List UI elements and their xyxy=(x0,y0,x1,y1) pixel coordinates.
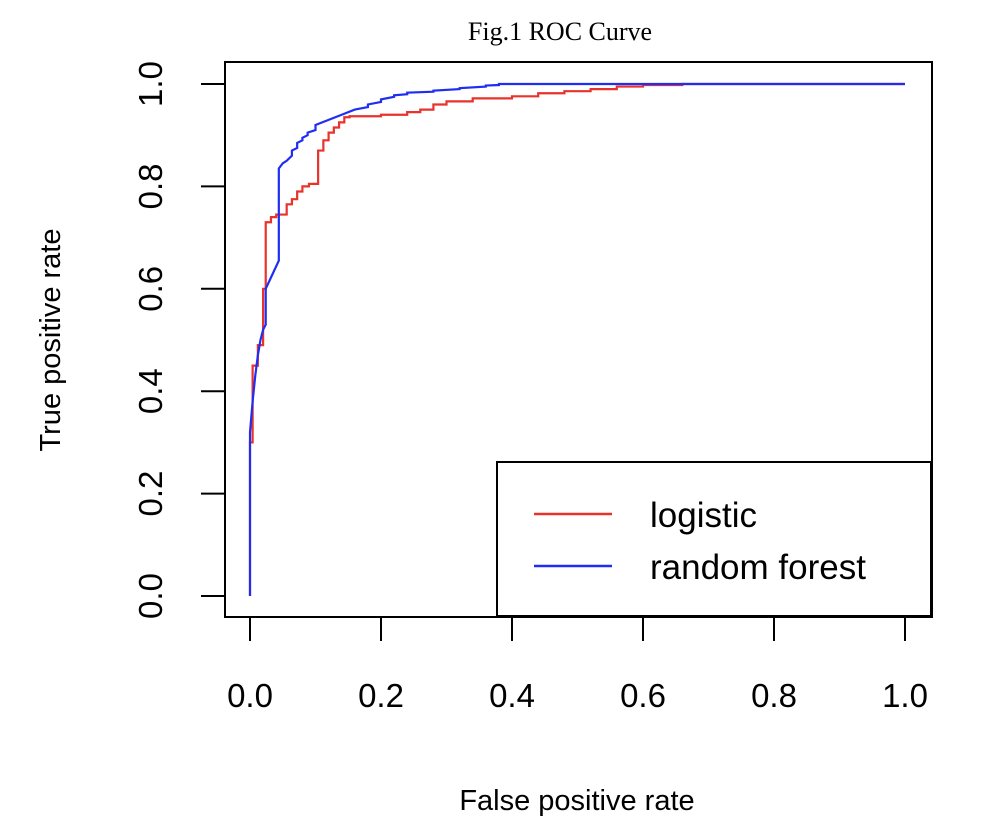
y-tick-label: 1.0 xyxy=(132,61,169,107)
x-axis: 0.0 0.2 0.4 0.6 0.8 1.0 xyxy=(227,616,928,714)
series-line-random-forest xyxy=(248,82,905,596)
legend-label-random-forest: random forest xyxy=(650,548,866,587)
y-axis-label: True positive rate xyxy=(35,229,67,452)
legend: logistic random forest xyxy=(496,461,932,617)
y-tick-label: 0.0 xyxy=(132,573,169,619)
legend-label-logistic: logistic xyxy=(650,496,757,535)
y-tick-label: 0.6 xyxy=(132,266,169,312)
x-tick-label: 0.4 xyxy=(489,677,535,714)
x-tick-label: 0.2 xyxy=(358,677,404,714)
y-tick-label: 0.4 xyxy=(132,368,169,414)
y-tick-label: 0.2 xyxy=(132,471,169,517)
x-axis-label: False positive rate xyxy=(459,785,694,817)
x-tick-label: 0.0 xyxy=(227,677,273,714)
legend-box xyxy=(496,461,932,617)
x-tick-label: 1.0 xyxy=(882,677,928,714)
x-tick-label: 0.8 xyxy=(751,677,797,714)
series-line-logistic xyxy=(248,82,905,596)
chart-title: Fig.1 ROC Curve xyxy=(468,17,652,46)
y-axis: 0.0 0.2 0.4 0.6 0.8 1.0 xyxy=(132,61,226,619)
y-tick-label: 0.8 xyxy=(132,163,169,209)
x-tick-label: 0.6 xyxy=(620,677,666,714)
